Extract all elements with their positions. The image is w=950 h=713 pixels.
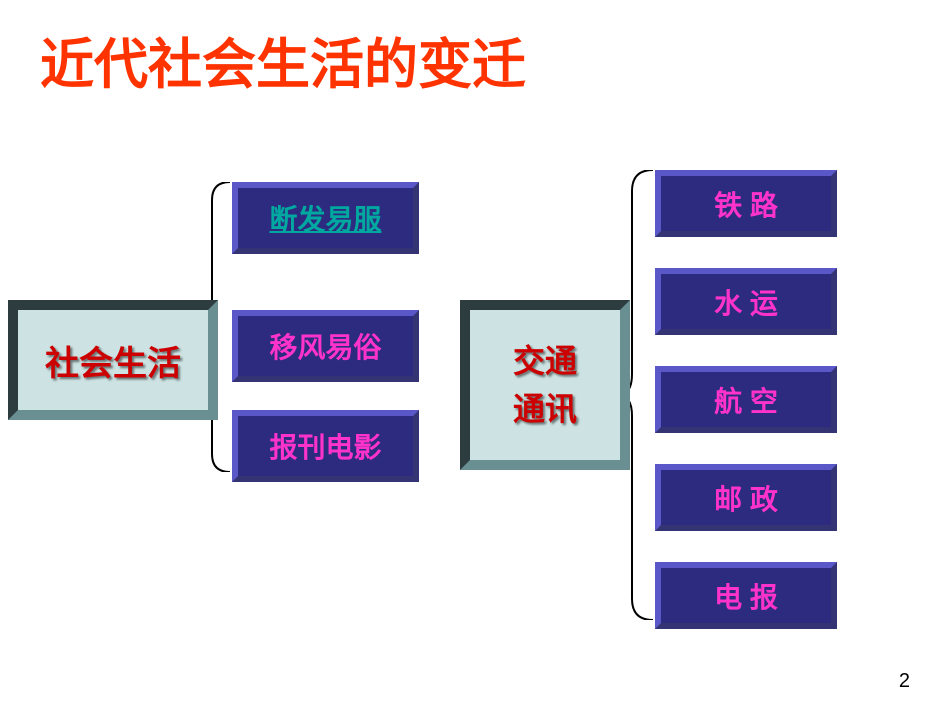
box-water: 水 运 — [655, 268, 837, 335]
page-number: 2 — [899, 670, 910, 693]
box-social-life: 社会生活 — [8, 300, 218, 420]
box-air: 航 空 — [655, 366, 837, 433]
box-post: 邮 政 — [655, 464, 837, 531]
box-customs: 移风易俗 — [232, 310, 419, 382]
box-rail: 铁 路 — [655, 170, 837, 237]
box-press-film: 报刊电影 — [232, 410, 419, 482]
box-customs-label: 移风易俗 — [269, 326, 381, 366]
box-water-label: 水 运 — [714, 282, 778, 322]
box-social-life-label: 社会生活 — [45, 336, 181, 385]
box-transport-comm-label: 交通通讯 — [513, 337, 577, 433]
box-press-film-label: 报刊电影 — [269, 426, 381, 466]
box-break-hair[interactable]: 断发易服 — [232, 182, 419, 254]
box-air-label: 航 空 — [714, 380, 778, 420]
box-transport-comm: 交通通讯 — [460, 300, 630, 470]
box-post-label: 邮 政 — [714, 478, 778, 518]
box-telegraph: 电 报 — [655, 562, 837, 629]
slide-title: 近代社会生活的变迁 — [40, 20, 526, 99]
box-break-hair-label[interactable]: 断发易服 — [269, 198, 381, 238]
box-rail-label: 铁 路 — [714, 184, 778, 224]
box-telegraph-label: 电 报 — [714, 576, 778, 616]
